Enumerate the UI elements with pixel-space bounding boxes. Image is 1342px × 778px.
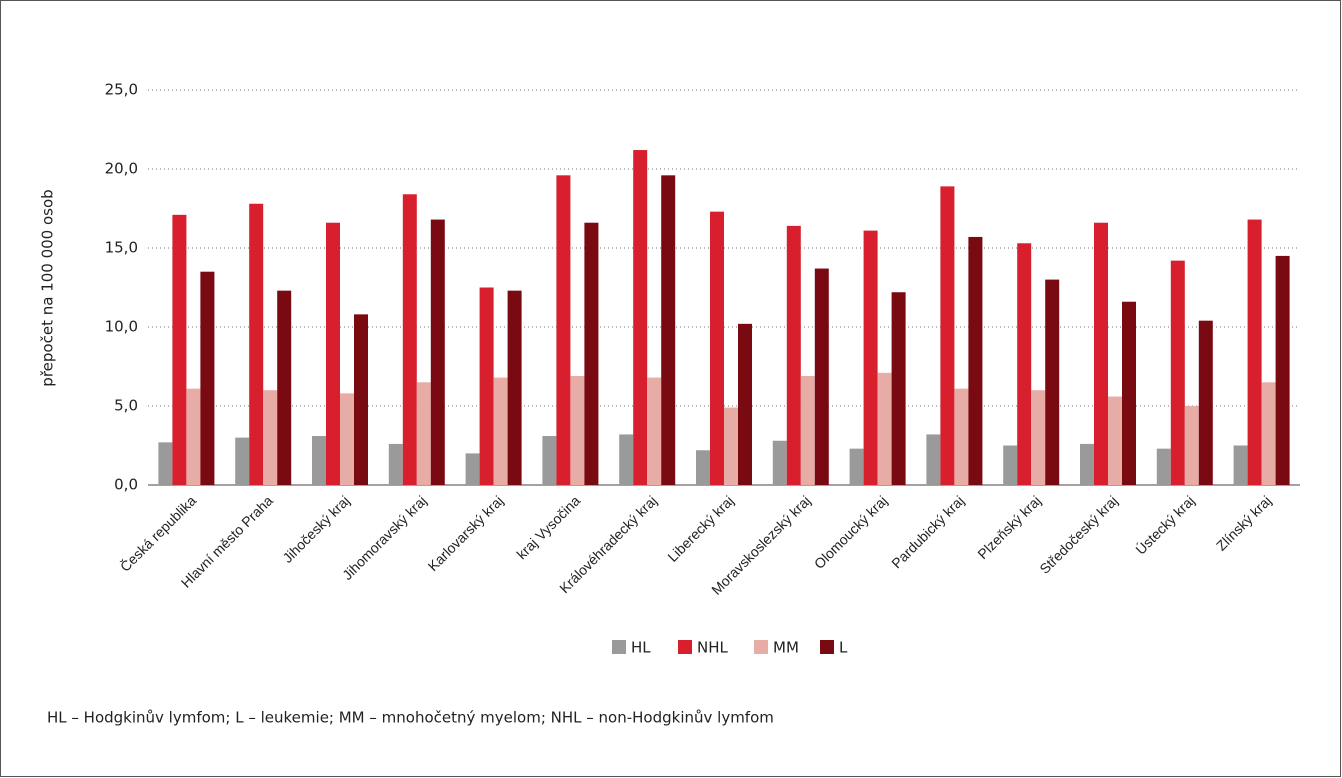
bar xyxy=(968,236,983,485)
bar xyxy=(326,222,340,485)
bar xyxy=(877,372,892,485)
footnote: HL – Hodgkinův lymfom; L – leukemie; MM … xyxy=(47,709,774,727)
bar xyxy=(1080,443,1094,485)
y-tick-label: 20,0 xyxy=(105,160,138,178)
bar xyxy=(312,436,326,485)
bar xyxy=(954,388,969,485)
bar xyxy=(1031,390,1046,485)
bar xyxy=(1017,243,1032,485)
bar xyxy=(800,375,815,485)
bar xyxy=(556,175,571,485)
legend-swatch xyxy=(754,640,768,654)
bar xyxy=(402,194,417,485)
bar xyxy=(388,443,403,485)
bar xyxy=(1003,445,1018,485)
bar xyxy=(1045,279,1060,485)
bar xyxy=(1108,396,1122,485)
bar xyxy=(542,436,557,485)
bar xyxy=(235,437,250,485)
y-tick-label: 25,0 xyxy=(105,81,138,99)
legend-label: NHL xyxy=(697,639,729,657)
bar xyxy=(661,175,676,485)
bar xyxy=(1122,301,1136,485)
bar xyxy=(772,440,787,485)
bar xyxy=(891,292,906,485)
y-tick-label: 15,0 xyxy=(105,239,138,257)
legend-swatch xyxy=(612,640,626,654)
bar xyxy=(277,290,292,485)
bar xyxy=(479,287,494,485)
bar xyxy=(724,407,738,485)
bar xyxy=(1184,406,1199,485)
bar xyxy=(354,314,368,485)
y-axis-label: přepočet na 100 000 osob xyxy=(39,189,57,386)
y-tick-label: 5,0 xyxy=(114,397,138,415)
bar xyxy=(1247,219,1262,485)
bar xyxy=(340,393,354,485)
bar xyxy=(584,222,599,485)
bar xyxy=(940,186,955,485)
legend-swatch xyxy=(678,640,692,654)
bar xyxy=(814,268,829,485)
bar xyxy=(200,271,215,485)
bar xyxy=(570,375,585,485)
bar xyxy=(633,150,648,486)
bar xyxy=(1198,320,1213,485)
bar xyxy=(493,377,508,485)
bar xyxy=(186,388,201,485)
bar xyxy=(696,450,710,485)
bar xyxy=(465,453,480,485)
bar xyxy=(172,214,187,485)
bar xyxy=(507,290,522,485)
legend-label: L xyxy=(839,639,848,657)
bar xyxy=(926,434,941,485)
bar xyxy=(619,434,634,485)
bar xyxy=(430,219,445,485)
bar xyxy=(263,390,278,485)
y-tick-label: 0,0 xyxy=(114,476,138,494)
bar xyxy=(1094,222,1108,485)
bar xyxy=(849,448,864,485)
legend-label: MM xyxy=(773,639,799,657)
bar xyxy=(1261,382,1276,485)
bar xyxy=(1275,255,1290,485)
bar xyxy=(249,203,264,485)
legend-swatch xyxy=(820,640,834,654)
bar xyxy=(647,377,662,485)
bar xyxy=(1170,260,1185,485)
y-tick-label: 10,0 xyxy=(105,318,138,336)
legend-label: HL xyxy=(631,639,651,657)
bar xyxy=(416,382,431,485)
bar xyxy=(863,230,878,485)
bar xyxy=(738,323,752,485)
bar xyxy=(1156,448,1171,485)
bar xyxy=(1233,445,1248,485)
bar xyxy=(786,225,801,485)
bar xyxy=(710,211,724,485)
bar xyxy=(158,442,173,485)
